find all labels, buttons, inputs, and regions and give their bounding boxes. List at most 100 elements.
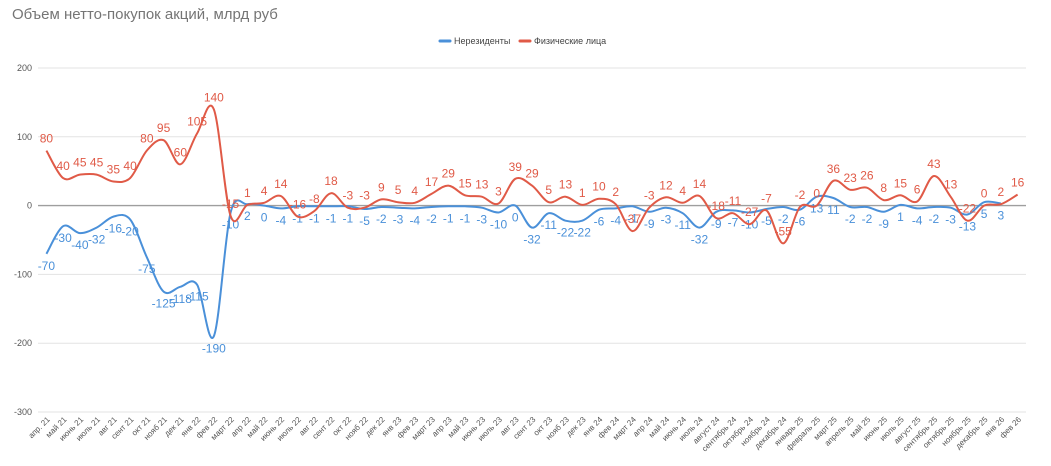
data-label: -70	[38, 259, 56, 273]
data-label: -40	[71, 238, 89, 252]
data-label: 4	[261, 184, 268, 198]
data-label: 0	[981, 187, 988, 201]
y-tick-label: 100	[17, 132, 32, 142]
data-label: 18	[324, 174, 338, 188]
data-label: 11	[827, 203, 840, 217]
data-label: -5	[359, 214, 370, 228]
data-label: -75	[138, 262, 156, 276]
y-tick-label: -300	[14, 407, 32, 417]
data-label: -22	[959, 202, 977, 216]
data-label: -3	[644, 189, 655, 203]
data-label: 105	[187, 114, 207, 128]
data-label: -13	[959, 220, 977, 234]
data-label: 0	[512, 211, 519, 225]
chart-title: Объем нетто-покупок акций, млрд руб	[12, 6, 278, 23]
data-label: -1	[342, 211, 353, 225]
data-label: -3	[476, 213, 487, 227]
data-label: 23	[843, 171, 857, 185]
data-label: 29	[525, 167, 539, 181]
data-label: -4	[409, 213, 420, 227]
data-label: -10	[490, 217, 508, 231]
data-label: -30	[54, 231, 72, 245]
series-line-individuals	[45, 104, 1019, 245]
data-label: 4	[679, 184, 686, 198]
data-label: 3	[998, 209, 1005, 223]
data-label: -3	[342, 189, 353, 203]
data-label: -32	[523, 233, 541, 247]
data-label: -4	[912, 213, 923, 227]
data-label: 43	[927, 157, 941, 171]
data-label: -3	[945, 213, 956, 227]
data-label: 140	[204, 90, 224, 104]
y-tick-label: -200	[14, 338, 32, 348]
data-label: 35	[107, 163, 121, 177]
data-label: -2	[795, 188, 806, 202]
data-label: -115	[186, 290, 209, 304]
data-label: 14	[274, 177, 288, 191]
data-label: -3	[661, 213, 672, 227]
y-tick-label: -100	[14, 269, 32, 279]
data-label: 16	[1011, 176, 1025, 190]
data-label: 6	[914, 182, 921, 196]
data-label: 40	[56, 159, 70, 173]
data-label: 0	[813, 187, 820, 201]
data-label: 2	[612, 185, 619, 199]
data-label: 13	[475, 178, 489, 192]
data-label: -6	[795, 215, 806, 229]
data-label: -1	[460, 211, 471, 225]
data-label: 10	[592, 180, 606, 194]
data-label: 4	[411, 184, 418, 198]
data-label: 17	[425, 175, 439, 189]
data-label: -15	[222, 197, 240, 211]
data-label: -8	[309, 192, 320, 206]
data-label: 2	[244, 209, 251, 223]
data-label: -2	[862, 212, 873, 226]
data-label: 9	[378, 180, 385, 194]
y-tick-label: 200	[17, 63, 32, 73]
data-label: 29	[442, 167, 456, 181]
data-label: -125	[152, 297, 176, 311]
data-label: 39	[509, 160, 523, 174]
data-label: -3	[359, 189, 370, 203]
data-label: -27	[741, 205, 759, 219]
data-label: -7	[761, 191, 772, 205]
data-label: -1	[292, 211, 303, 225]
data-label: 80	[40, 132, 54, 146]
data-label: -22	[574, 226, 592, 240]
data-label: -118	[169, 292, 192, 306]
data-label: 12	[659, 178, 673, 192]
data-label: -32	[691, 233, 709, 247]
data-label: -1	[326, 211, 337, 225]
data-label: -2	[376, 212, 387, 226]
legend-label: Нерезиденты	[454, 36, 510, 46]
series-line-nonresidents	[45, 194, 1002, 339]
data-label: 1	[244, 186, 251, 200]
data-label: -4	[275, 213, 286, 227]
data-label: -2	[845, 212, 856, 226]
data-label: 95	[157, 121, 171, 135]
data-label: -190	[202, 341, 226, 355]
data-label: -4	[610, 213, 621, 227]
data-label: -6	[594, 215, 605, 229]
data-label: 36	[827, 162, 841, 176]
data-label: -5	[761, 214, 772, 228]
data-label: 5	[395, 183, 402, 197]
data-label: -11	[674, 218, 691, 232]
data-label: 13	[944, 178, 958, 192]
data-label: -11	[541, 218, 558, 232]
data-label: -16	[289, 198, 307, 212]
data-label: 14	[693, 177, 707, 191]
data-label: -20	[121, 224, 139, 238]
data-label: 45	[73, 156, 87, 170]
data-label: 8	[880, 181, 887, 195]
data-label: 13	[810, 202, 824, 216]
data-label: 1	[579, 186, 586, 200]
data-label: 45	[90, 156, 104, 170]
data-label: -9	[644, 217, 655, 231]
data-label: -11	[725, 194, 742, 208]
data-label: -22	[557, 226, 575, 240]
data-label: -3	[393, 213, 404, 227]
data-label: -55	[775, 224, 793, 238]
data-label: -16	[105, 222, 123, 236]
